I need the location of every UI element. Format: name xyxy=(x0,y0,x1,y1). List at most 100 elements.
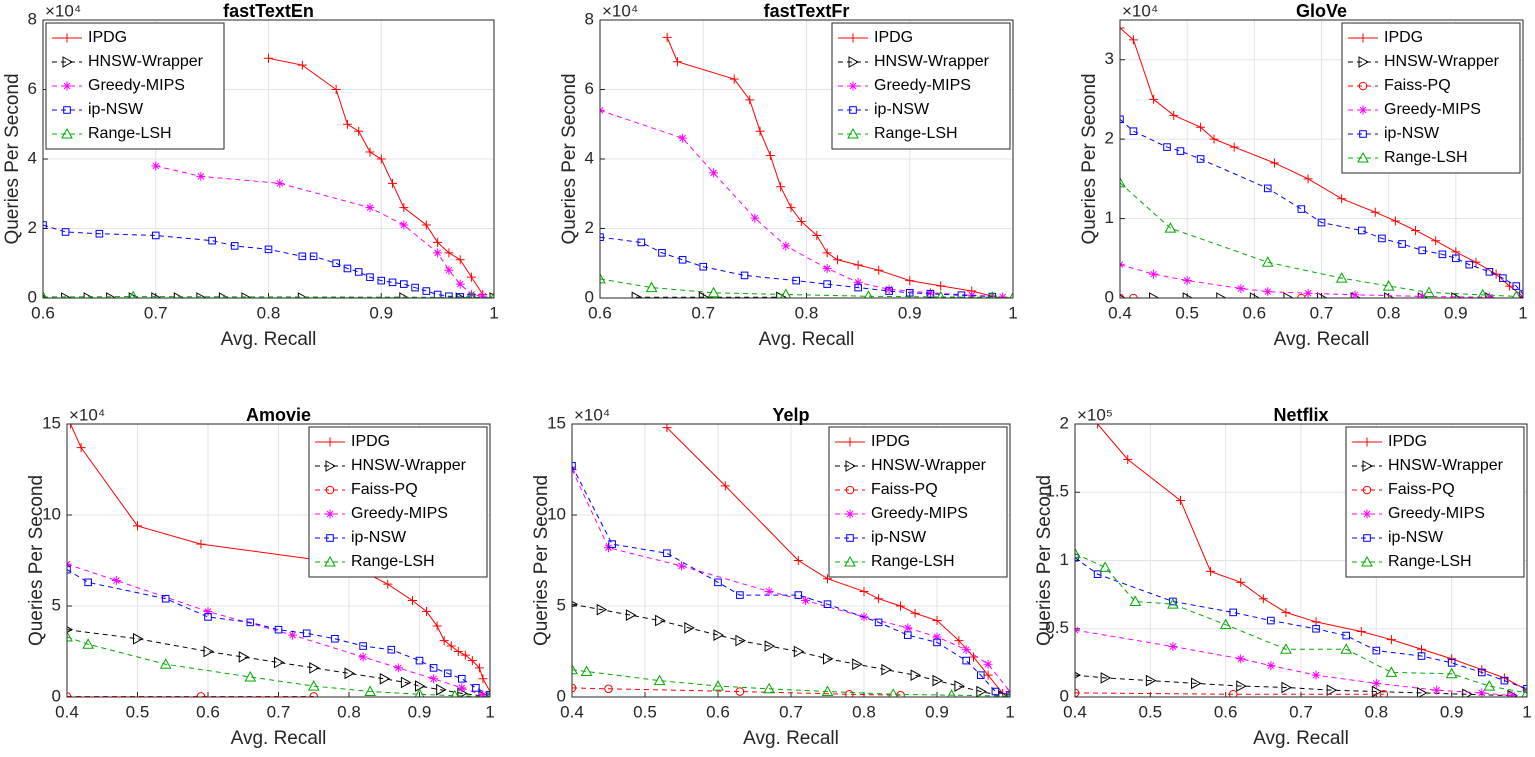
marker xyxy=(1371,678,1381,688)
marker xyxy=(76,443,86,453)
marker xyxy=(1129,293,1138,298)
marker xyxy=(196,539,206,549)
marker xyxy=(1385,666,1398,677)
axes-box xyxy=(1119,19,1524,299)
marker xyxy=(1445,667,1458,679)
marker xyxy=(678,255,687,264)
marker xyxy=(637,238,646,247)
legend-label: ip-NSW xyxy=(1388,529,1444,546)
marker xyxy=(82,638,94,649)
x-tick-label: 0.6 xyxy=(1214,702,1238,721)
marker xyxy=(1311,670,1321,680)
marker xyxy=(572,663,578,675)
legend-label: Faiss-PQ xyxy=(351,481,418,498)
legend-label: HNSW-Wrapper xyxy=(88,53,204,70)
x-axis-label: Avg. Recall xyxy=(743,728,839,749)
legend: IPDG HNSW-Wrapper Faiss-PQ Greedy-MIPS ip-NS… xyxy=(1345,426,1525,578)
marker xyxy=(852,658,863,671)
y-tick-label: 6 xyxy=(585,79,594,98)
legend: IPDG HNSW-Wrapper Faiss-PQ Greedy-MIPS ip-NS… xyxy=(828,426,1008,578)
marker xyxy=(604,684,613,694)
axes-box xyxy=(42,19,495,299)
marker xyxy=(1075,688,1080,697)
marker xyxy=(331,634,339,643)
x-tick-label: 0.9 xyxy=(369,303,393,322)
y-axis-label: Queries Per Second xyxy=(26,475,47,646)
marker xyxy=(244,670,257,682)
marker xyxy=(848,56,860,68)
marker xyxy=(896,601,905,611)
series-line xyxy=(67,629,484,697)
marker xyxy=(342,119,352,129)
x-tick-label: 0.7 xyxy=(1289,702,1313,721)
series-line xyxy=(572,603,1003,697)
marker xyxy=(910,608,920,618)
y-tick-label: 10 xyxy=(547,504,566,523)
marker xyxy=(486,691,490,697)
marker xyxy=(218,292,230,298)
marker xyxy=(988,291,997,298)
marker xyxy=(1507,691,1517,697)
marker xyxy=(1340,643,1353,654)
y-tick-label: 2 xyxy=(1060,413,1069,432)
marker xyxy=(848,81,858,91)
marker xyxy=(1236,577,1246,587)
legend: IPDG HNSW-Wrapper Greedy-MIPS ip-NSW Range-L… xyxy=(45,22,225,150)
marker xyxy=(1009,291,1013,298)
marker xyxy=(1129,595,1142,606)
marker xyxy=(1258,594,1268,604)
marker xyxy=(1372,646,1381,655)
marker xyxy=(1219,618,1232,630)
marker xyxy=(467,291,476,298)
marker xyxy=(903,623,913,633)
legend-label: ip-NSW xyxy=(1384,125,1440,142)
marker xyxy=(61,127,73,139)
marker xyxy=(1378,234,1386,243)
marker xyxy=(947,689,956,697)
marker xyxy=(864,290,873,298)
marker xyxy=(1432,685,1442,695)
y-tick-label: 15 xyxy=(547,413,566,432)
marker xyxy=(631,291,643,298)
marker xyxy=(764,586,774,596)
marker xyxy=(1236,654,1246,664)
marker xyxy=(325,485,335,495)
marker xyxy=(888,688,899,697)
marker xyxy=(411,283,419,292)
marker xyxy=(936,281,946,291)
x-tick-label: 0.9 xyxy=(1444,303,1468,322)
marker xyxy=(794,591,803,599)
marker xyxy=(910,669,922,682)
marker xyxy=(196,171,206,181)
marker xyxy=(365,203,375,213)
marker xyxy=(1386,635,1396,645)
y-tick-label: 2 xyxy=(1105,129,1114,148)
x-tick-label: 0.4 xyxy=(55,702,79,721)
marker xyxy=(662,32,672,42)
y-tick-label: 0 xyxy=(28,287,37,306)
marker xyxy=(1311,617,1321,627)
marker xyxy=(600,272,606,284)
marker xyxy=(208,236,216,245)
marker xyxy=(325,460,337,472)
chart-title: GloVe xyxy=(1296,1,1347,21)
legend-label: Range-LSH xyxy=(874,125,958,142)
marker xyxy=(853,260,863,270)
marker xyxy=(1175,495,1185,505)
marker xyxy=(663,549,671,558)
marker xyxy=(446,641,456,651)
marker xyxy=(905,288,914,297)
x-tick-label: 1 xyxy=(1522,702,1531,721)
marker xyxy=(1379,689,1389,697)
marker xyxy=(1317,218,1326,227)
marker xyxy=(645,281,658,293)
marker xyxy=(1281,681,1292,694)
x-tick-label: 0.8 xyxy=(795,303,819,322)
y-tick-label: 0.5 xyxy=(1045,618,1069,637)
marker xyxy=(1164,222,1177,233)
marker xyxy=(1280,643,1292,654)
marker xyxy=(596,603,608,616)
marker xyxy=(954,680,965,692)
legend-label: Range-LSH xyxy=(1384,149,1468,166)
marker xyxy=(455,292,467,298)
